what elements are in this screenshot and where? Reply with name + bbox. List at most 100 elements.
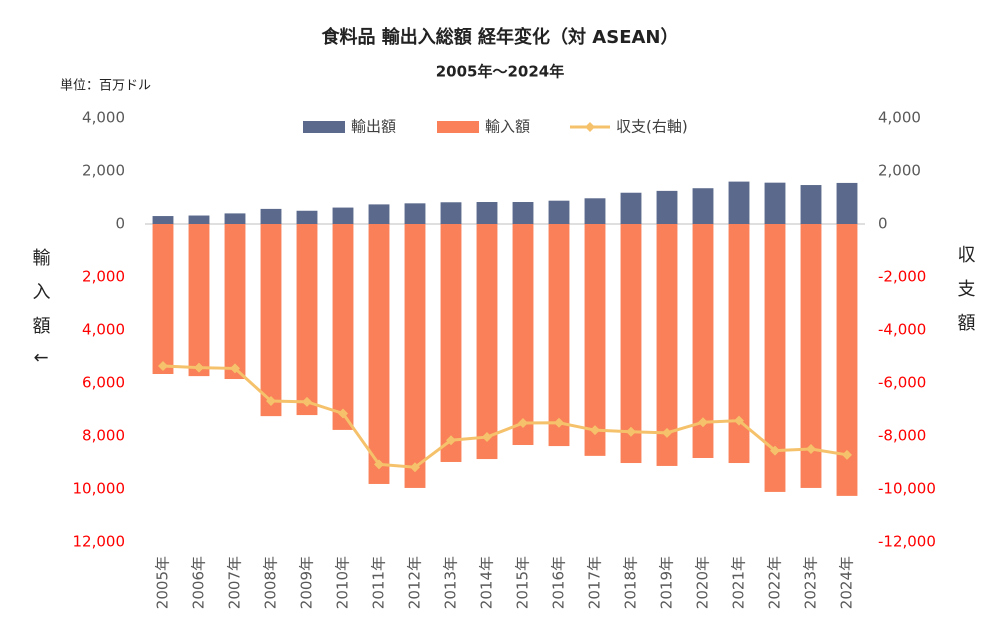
chart-subtitle: 2005年～2024年 [436, 63, 565, 81]
bar [224, 224, 246, 380]
y2-tick-label: -10,000 [878, 480, 936, 498]
y-tick-label: 12,000 [73, 533, 126, 551]
bar [368, 204, 390, 224]
marker [338, 408, 348, 419]
legend-swatch [303, 121, 345, 133]
y2-tick-label: 2,000 [878, 162, 921, 180]
y2-tick-label: 4,000 [878, 109, 921, 127]
x-tick-label: 2024年 [838, 556, 856, 609]
bar [296, 224, 318, 416]
bar [656, 224, 678, 466]
y2-tick-label: -4,000 [878, 321, 926, 339]
bar [800, 185, 822, 224]
bar [476, 224, 498, 460]
bar [260, 208, 282, 224]
x-tick-label: 2014年 [478, 556, 496, 609]
x-tick-label: 2016年 [550, 556, 568, 609]
bar [620, 224, 642, 464]
bar [260, 224, 282, 417]
bar [584, 198, 606, 224]
y-tick-label: 8,000 [82, 427, 125, 445]
marker [770, 445, 780, 456]
y-tick-label: 4,000 [82, 109, 125, 127]
unit-note: 単位：百万ドル [60, 78, 151, 94]
bar [332, 224, 354, 430]
legend-label: 収支(右軸) [616, 118, 688, 136]
bar [728, 181, 750, 224]
marker [266, 396, 276, 407]
bar [512, 202, 534, 224]
bar [512, 224, 534, 446]
x-tick-label: 2009年 [298, 556, 316, 609]
y-axis-title: 輸入額↓ [30, 248, 51, 381]
bar [296, 210, 318, 224]
legend-swatch [437, 121, 479, 133]
bar [440, 202, 462, 224]
y-tick-label: 6,000 [82, 374, 125, 392]
marker [518, 418, 528, 429]
x-tick-label: 2011年 [370, 556, 388, 609]
x-tick-label: 2022年 [766, 556, 784, 609]
legend-label: 輸入額 [485, 118, 530, 136]
bar [224, 213, 246, 224]
marker [590, 425, 600, 436]
bar [188, 224, 210, 377]
marker [194, 362, 204, 373]
x-tick-label: 2019年 [658, 556, 676, 609]
marker [158, 361, 168, 372]
x-tick-label: 2015年 [514, 556, 532, 609]
y2-tick-label: 0 [878, 215, 888, 233]
y2-tick-label: -2,000 [878, 268, 926, 286]
y-tick-label: 2,000 [82, 268, 125, 286]
y-tick-label: 10,000 [73, 480, 126, 498]
bar [584, 224, 606, 456]
marker [446, 435, 456, 446]
bar [152, 224, 174, 374]
x-tick-label: 2008年 [262, 556, 280, 609]
bar [476, 202, 498, 224]
bar [764, 182, 786, 224]
marker [554, 417, 564, 428]
x-tick-label: 2020年 [694, 556, 712, 609]
y-tick-label: 4,000 [82, 321, 125, 339]
y2-tick-label: -6,000 [878, 374, 926, 392]
marker [302, 396, 312, 407]
bar [764, 224, 786, 492]
bar [404, 224, 426, 488]
bar [800, 224, 822, 488]
legend-marker [585, 122, 595, 132]
marker [842, 449, 852, 460]
marker [374, 459, 384, 470]
bar [368, 224, 390, 484]
marker [410, 462, 420, 473]
bar [548, 224, 570, 447]
y2-tick-label: -8,000 [878, 427, 926, 445]
y2-axis-title: 収支額 [955, 245, 976, 347]
bar [836, 182, 858, 224]
marker [230, 363, 240, 374]
x-tick-label: 2023年 [802, 556, 820, 609]
x-tick-label: 2006年 [190, 556, 208, 609]
marker [734, 415, 744, 426]
bar [332, 207, 354, 224]
x-tick-label: 2005年 [154, 556, 172, 609]
x-tick-label: 2021年 [730, 556, 748, 609]
marker [698, 417, 708, 428]
x-tick-label: 2013年 [442, 556, 460, 609]
bar [152, 216, 174, 224]
x-tick-label: 2010年 [334, 556, 352, 609]
bar [188, 215, 210, 224]
bar [620, 192, 642, 224]
bar [404, 203, 426, 224]
legend-label: 輸出額 [351, 118, 396, 136]
bar [548, 200, 570, 224]
bar [692, 188, 714, 224]
marker [806, 443, 816, 454]
bar [656, 190, 678, 224]
marker [482, 432, 492, 443]
marker [662, 427, 672, 438]
marker [626, 426, 636, 437]
bar [692, 224, 714, 458]
line [162, 364, 848, 469]
